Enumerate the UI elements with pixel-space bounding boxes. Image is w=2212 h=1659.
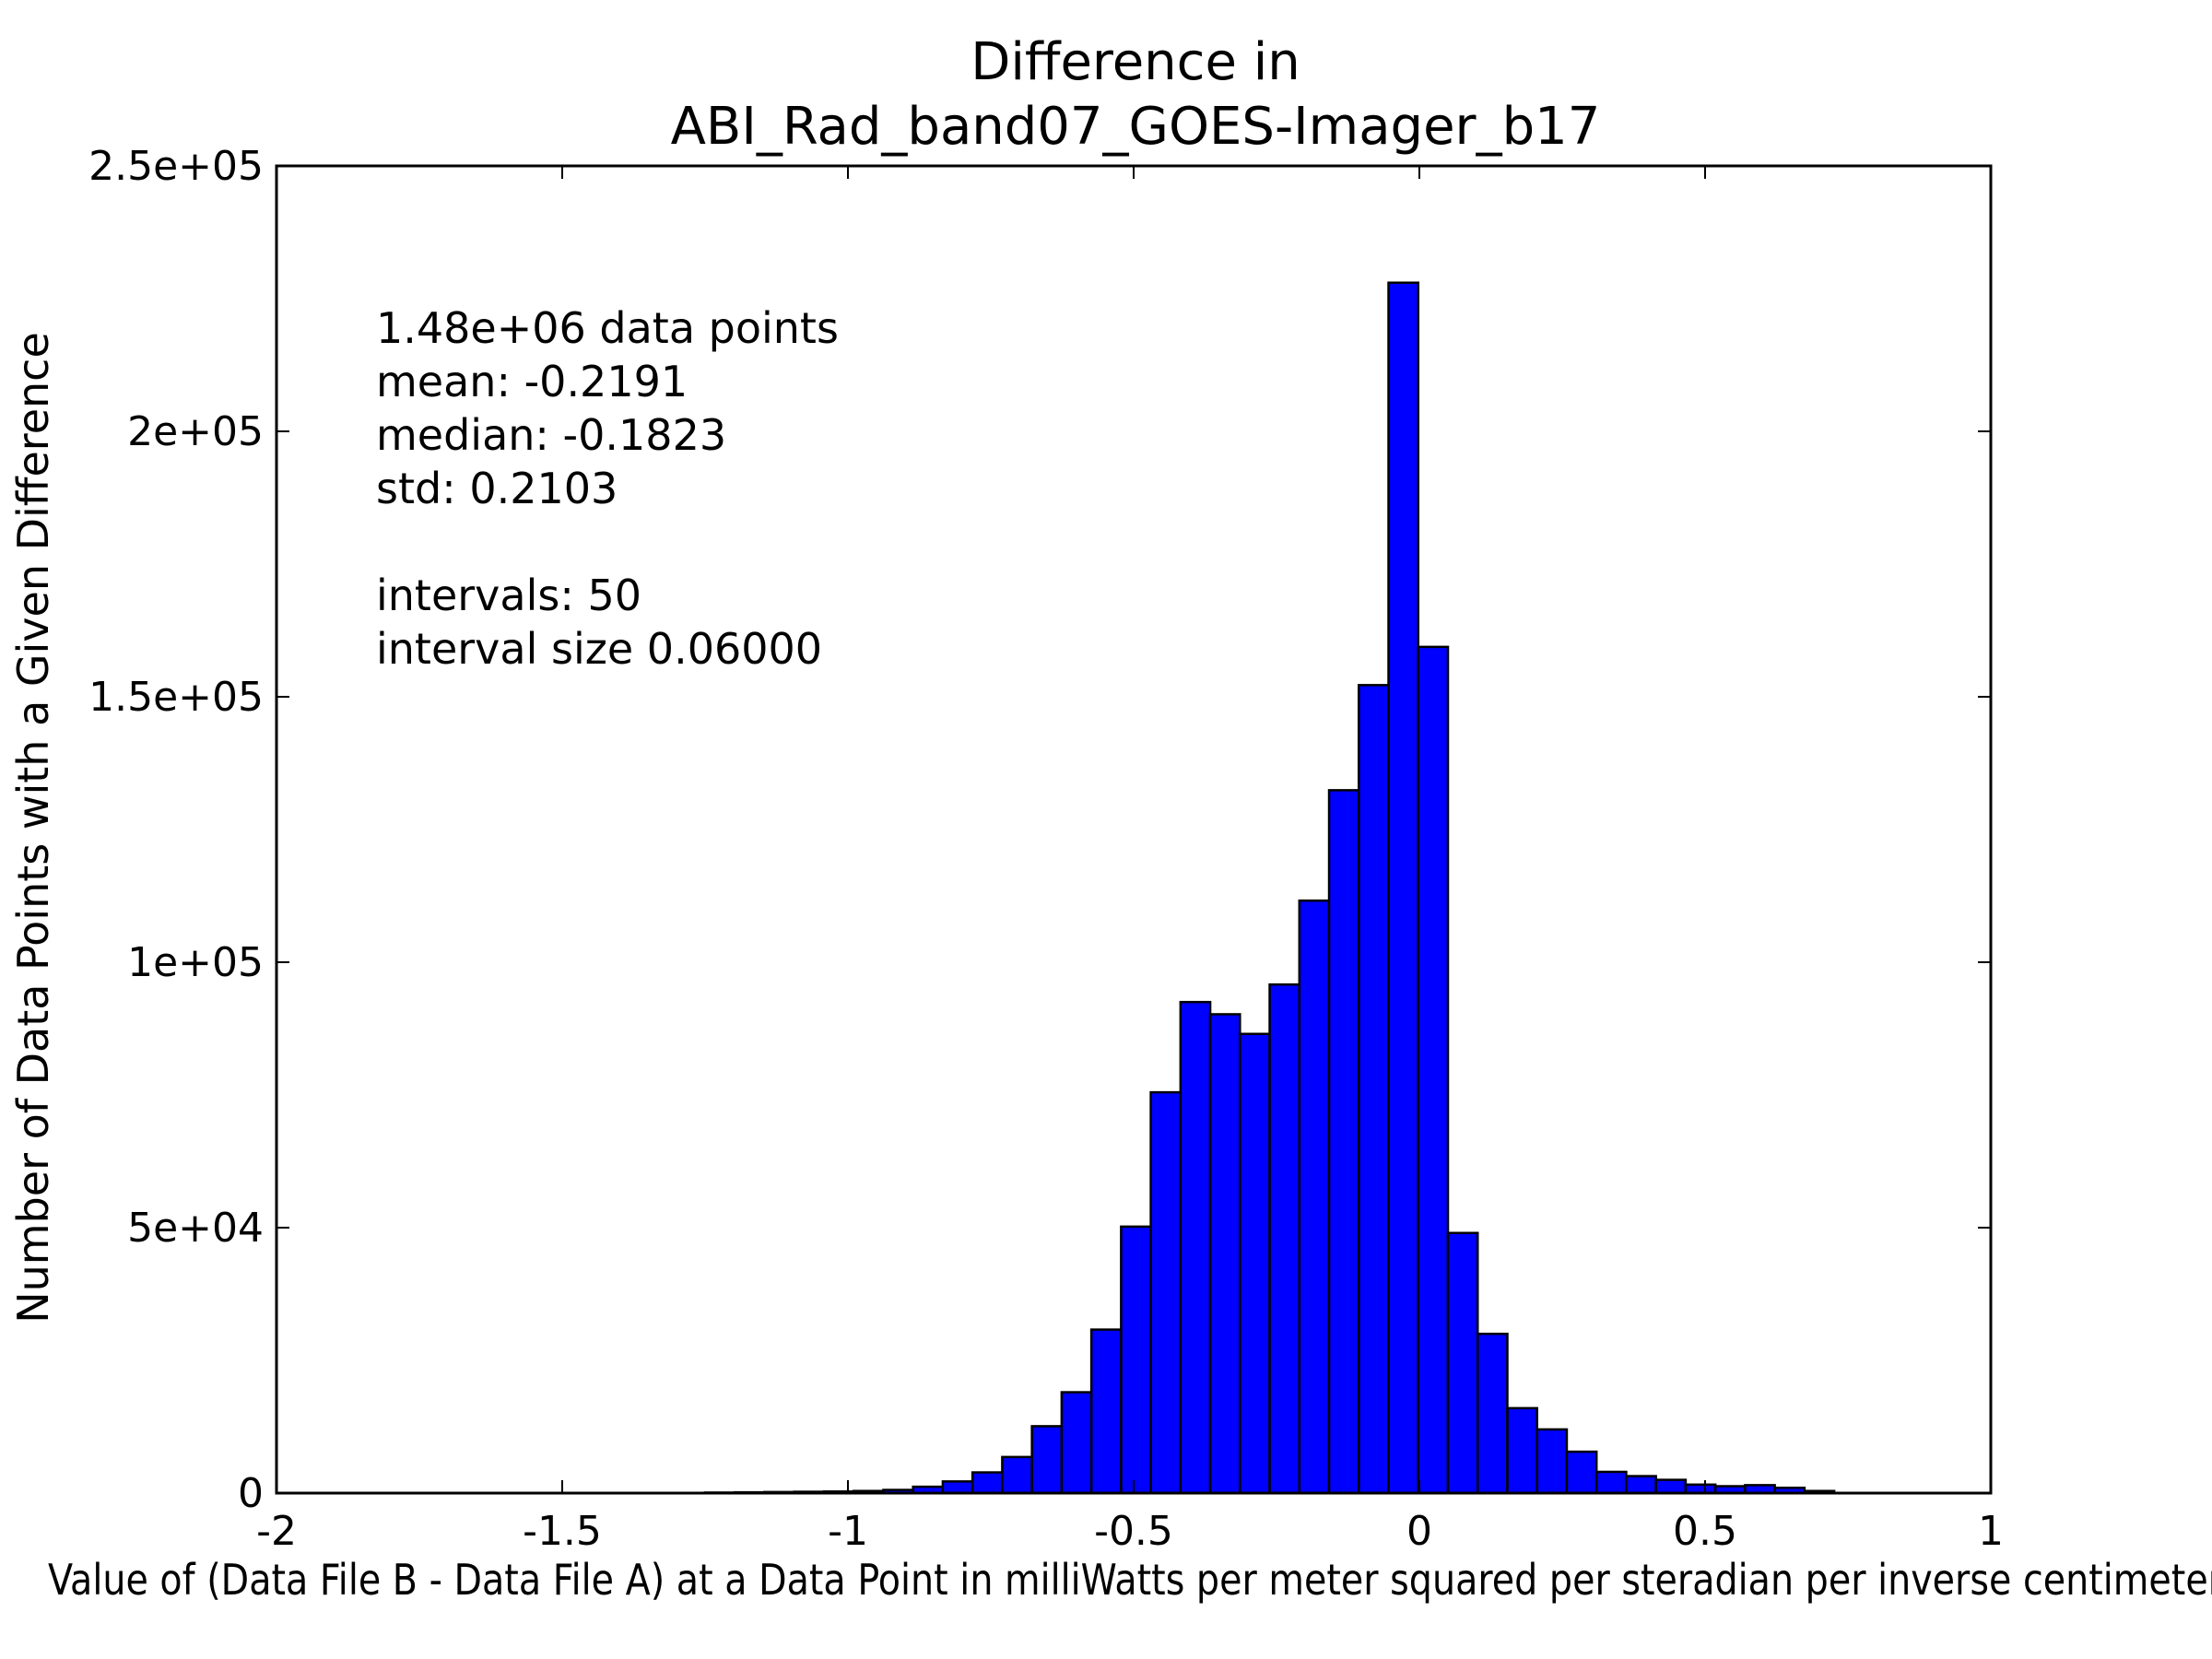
- histogram-bar-31: [1625, 1475, 1657, 1495]
- histogram-bar-24: [1417, 645, 1450, 1495]
- histogram-bar-27: [1506, 1406, 1538, 1495]
- x-tick-label-1: -1.5: [523, 1508, 602, 1555]
- histogram-bar-28: [1535, 1428, 1569, 1495]
- annotation-line-5: intervals: 50: [376, 571, 641, 620]
- histogram-bar-15: [1149, 1090, 1182, 1495]
- title-line-2: ABI_Rad_band07_GOES-Imager_b17: [671, 97, 1601, 157]
- histogram-bar-13: [1089, 1328, 1123, 1495]
- x-tick-label-4: 0: [1406, 1508, 1432, 1555]
- y-tick-label-4: 2e+05: [127, 408, 264, 455]
- histogram-bar-8: [941, 1480, 974, 1495]
- histogram-bars: [703, 281, 1836, 1495]
- x-tick-label-3: -0.5: [1094, 1508, 1173, 1555]
- histogram-bar-30: [1594, 1470, 1628, 1495]
- x-axis-label: Value of (Data File B - Data File A) at …: [48, 1555, 2212, 1605]
- y-tick-label-3: 1.5e+05: [88, 674, 264, 721]
- x-axis-ticks: -2 -1.5 -1 -0.5 0 0.5 1: [256, 166, 2004, 1555]
- annotation-line-6: interval size 0.06000: [376, 624, 822, 674]
- histogram-bar-16: [1179, 1000, 1212, 1495]
- x-tick-label-0: -2: [256, 1508, 297, 1555]
- x-tick-label-6: 1: [1978, 1508, 2004, 1555]
- y-axis-ticks: 0 5e+04 1e+05 1.5e+05 2e+05 2.5e+05: [88, 143, 1991, 1517]
- histogram-bar-21: [1327, 789, 1360, 1495]
- histogram-bar-20: [1298, 899, 1331, 1495]
- histogram-bar-12: [1060, 1391, 1093, 1495]
- annotation-line-0: 1.48e+06 data points: [376, 303, 839, 353]
- y-tick-label-0: 0: [238, 1470, 264, 1517]
- histogram-bar-32: [1654, 1478, 1688, 1495]
- histogram-bar-17: [1208, 1013, 1241, 1495]
- x-tick-label-2: -1: [828, 1508, 868, 1555]
- histogram-bar-29: [1565, 1450, 1598, 1495]
- histogram-bar-14: [1120, 1225, 1152, 1495]
- histogram-bar-9: [971, 1471, 1004, 1495]
- histogram-bar-11: [1030, 1425, 1064, 1495]
- annotation-line-3: std: 0.2103: [376, 464, 618, 513]
- annotation-line-1: mean: -0.2191: [376, 357, 688, 406]
- y-tick-label-5: 2.5e+05: [88, 143, 264, 190]
- y-tick-label-2: 1e+05: [127, 939, 264, 986]
- histogram-bar-22: [1358, 684, 1390, 1495]
- histogram-bar-19: [1268, 982, 1301, 1495]
- y-tick-label-1: 5e+04: [127, 1205, 264, 1252]
- annotation-line-2: median: -0.1823: [376, 410, 726, 460]
- chart-title: Difference in ABI_Rad_band07_GOES-Imager…: [671, 32, 1601, 157]
- title-line-1: Difference in: [971, 32, 1300, 92]
- histogram-bar-18: [1239, 1032, 1271, 1495]
- x-tick-label-5: 0.5: [1673, 1508, 1737, 1555]
- histogram-bar-25: [1446, 1231, 1479, 1495]
- y-axis-label: Number of Data Points with a Given Diffe…: [8, 332, 58, 1324]
- histogram-bar-23: [1387, 281, 1420, 1495]
- histogram-bar-26: [1476, 1332, 1509, 1495]
- histogram-bar-10: [1001, 1455, 1033, 1495]
